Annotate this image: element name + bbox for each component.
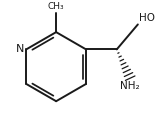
- Text: CH₃: CH₃: [48, 2, 64, 11]
- Text: N: N: [16, 44, 25, 54]
- Text: NH₂: NH₂: [120, 81, 140, 91]
- Text: HO: HO: [139, 13, 155, 23]
